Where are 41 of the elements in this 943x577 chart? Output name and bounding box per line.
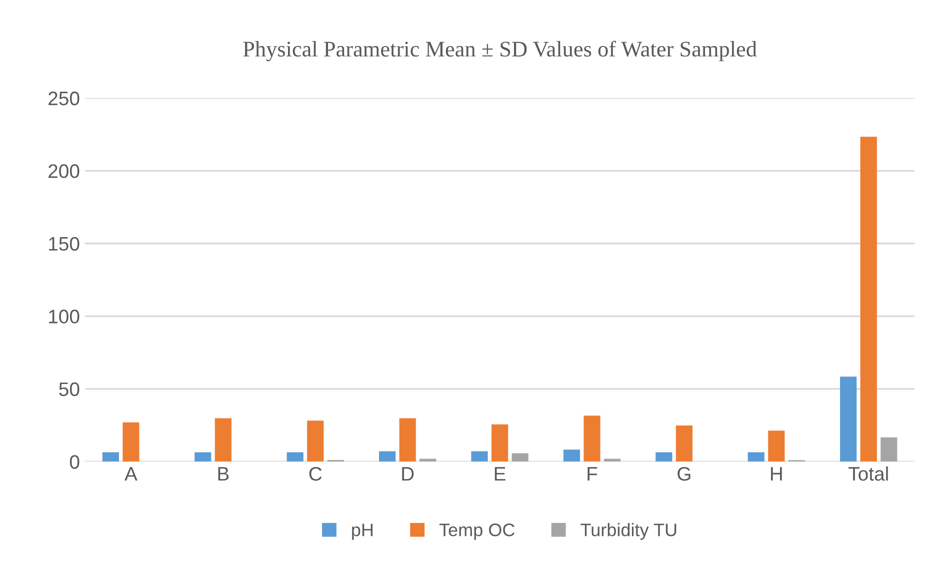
legend-label: Turbidity TU: [580, 523, 676, 540]
bar: [471, 451, 488, 462]
bar: [584, 416, 600, 462]
bar: [491, 424, 508, 462]
legend-label: pH: [352, 524, 373, 540]
bar: [512, 453, 528, 462]
x-tick-label: H: [770, 467, 782, 481]
bar: [768, 430, 785, 462]
x-tick-label: F: [588, 467, 598, 481]
chart-title: Physical Parametric Mean ± SD Values of Water Sampled: [243, 40, 757, 62]
y-tick-label: 150: [49, 236, 80, 251]
x-tick-label: A: [124, 467, 138, 481]
bar: [307, 420, 324, 462]
y-tick-label: 50: [59, 382, 80, 396]
x-tick-label: Total: [848, 466, 888, 481]
y-tick-label: 250: [48, 92, 80, 106]
bar: [102, 452, 119, 462]
y-tick-label: 200: [48, 164, 80, 178]
y-tick-label: 0: [70, 455, 80, 469]
bar: [656, 452, 672, 462]
bar: [748, 452, 764, 462]
legend-label: Temp OC: [439, 524, 515, 540]
bar: [379, 451, 396, 462]
bar: [420, 458, 436, 462]
bar: [880, 437, 898, 462]
bar: [286, 452, 304, 462]
bar: [399, 418, 416, 462]
y-tick-label: 100: [49, 310, 80, 324]
bar: [214, 418, 232, 462]
bar: [860, 136, 877, 462]
bar: [676, 426, 692, 462]
x-tick-label: D: [402, 467, 414, 481]
x-tick-label: G: [678, 466, 690, 481]
bar: [563, 450, 580, 462]
bar: [840, 376, 857, 462]
bar: [122, 422, 140, 462]
x-tick-label: B: [218, 467, 229, 481]
x-tick-label: E: [494, 467, 506, 481]
x-tick-label: C: [309, 466, 322, 481]
bar: [194, 452, 212, 462]
bar: [604, 458, 621, 462]
